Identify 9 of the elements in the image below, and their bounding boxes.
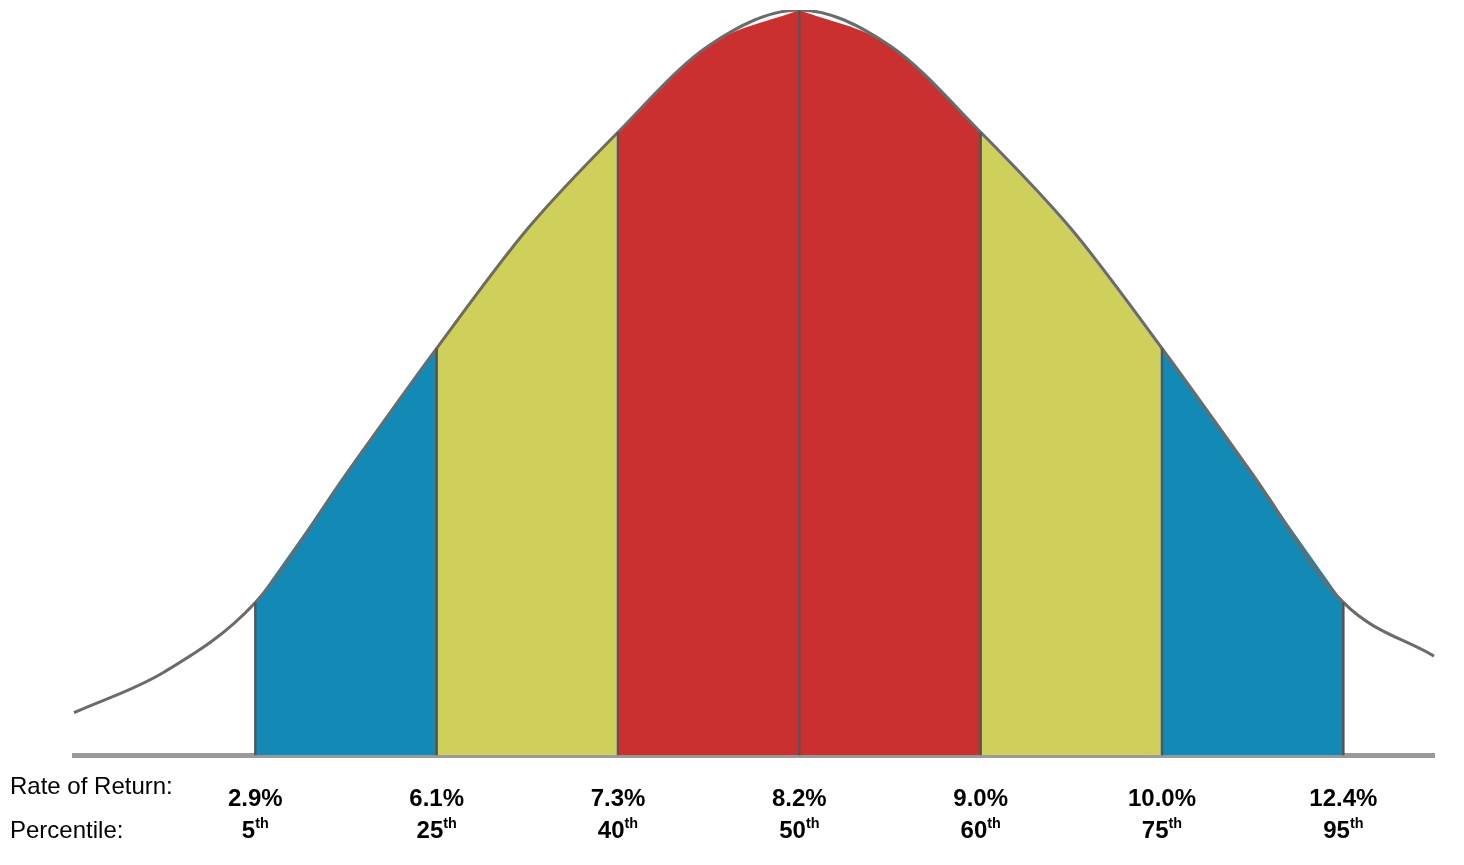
- x-tick-label: 2.9%: [227, 784, 283, 812]
- x-tick-label: 10.0%: [1127, 784, 1197, 812]
- text: Percentile:: [10, 816, 124, 843]
- x-tick-label: 12.4%: [1309, 784, 1378, 812]
- x-tick-label: 7.3%: [590, 784, 646, 812]
- x-tick-label: 6.1%: [409, 784, 465, 812]
- x-tick-label: 8.2%: [771, 784, 827, 812]
- text: Rate of Return:: [10, 772, 173, 799]
- x-tick-label: 9.0%: [953, 784, 1009, 812]
